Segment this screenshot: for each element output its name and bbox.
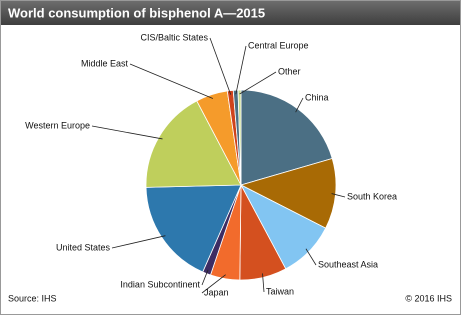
pie-slice — [239, 158, 337, 229]
slice-label: CIS/Baltic States — [140, 32, 208, 42]
slice-label: Other — [278, 66, 301, 76]
pie-slice — [145, 184, 242, 273]
slice-label: South Korea — [347, 191, 397, 201]
slice-label: Middle East — [81, 58, 129, 68]
leader-line — [209, 37, 232, 95]
pie-slice — [237, 89, 242, 186]
slice-label: United States — [56, 242, 111, 252]
slice-label: Indian Subcontinent — [120, 279, 200, 289]
chart-title: World consumption of bisphenol A—2015 — [8, 5, 265, 20]
slice-label: Western Europe — [25, 120, 90, 130]
source: Source: IHS — [8, 293, 57, 303]
slice-label: Taiwan — [266, 286, 294, 296]
slice-label: Central Europe — [248, 40, 309, 50]
leader-line — [239, 71, 277, 95]
pie-slice — [240, 89, 333, 186]
leader-line — [91, 125, 163, 140]
leader-line — [235, 45, 247, 95]
leader-line — [201, 269, 209, 286]
leader-line — [201, 274, 226, 294]
leader-line — [331, 193, 346, 198]
leader-line — [262, 273, 265, 293]
title-bar — [1, 1, 460, 25]
pie-slice — [145, 100, 242, 188]
leader-line — [305, 248, 317, 266]
slice-label: China — [305, 92, 329, 102]
slice-label: Japan — [204, 287, 229, 297]
leader-line — [295, 97, 304, 113]
copyright: © 2016 IHS — [405, 293, 452, 303]
leader-line — [129, 63, 214, 99]
leader-line — [111, 235, 166, 249]
slice-label: Southeast Asia — [318, 259, 378, 269]
